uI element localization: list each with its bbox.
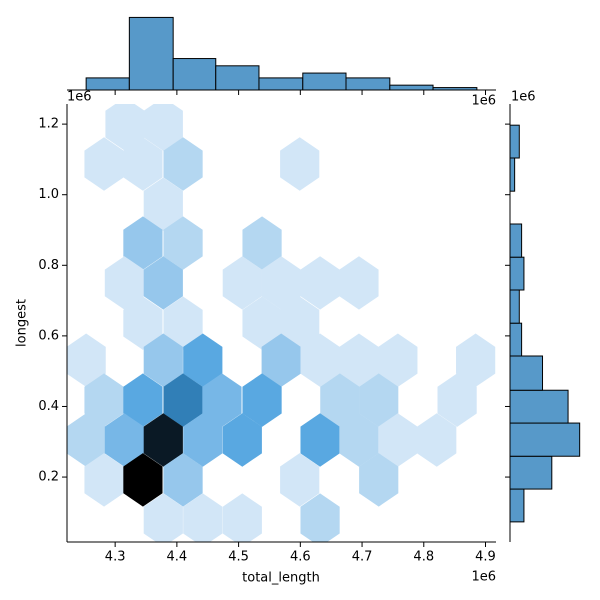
x-offset-label: 1e6 [471,570,496,585]
hex-cell [123,216,163,270]
hex-cell [417,413,457,467]
hex-cell [183,333,223,387]
hex-cell [261,333,301,387]
hex-cell [123,296,163,350]
x-tick-label: 4.5 [228,550,249,565]
hex-cell [339,256,379,310]
hex-cell [67,333,106,387]
histogram-bar [128,16,174,91]
hex-cell [104,256,145,310]
hex-cell [378,413,418,467]
x-tick-label: 4.4 [167,550,188,565]
hex-cell [300,413,340,467]
hex-cell [163,216,203,270]
hex-cell [143,177,183,231]
hex-cell [163,296,203,350]
hex-cell [163,453,203,507]
hex-cell [456,333,496,387]
histogram-bar [509,289,520,324]
histogram-bar [509,455,553,490]
right-offset-label: 1e6 [511,90,536,105]
hex-cell [320,373,360,427]
hex-cell [222,413,262,467]
y-tick-label: 0.4 [38,399,59,414]
hex-cell [105,104,145,151]
x-tick-label: 4.7 [352,550,373,565]
x-tick-label: 4.8 [413,550,434,565]
y-offset-label: 1e6 [67,90,92,105]
x-tick-label: 4.9 [475,550,496,565]
y-tick-label: 0.2 [38,470,59,485]
hex-cell [261,256,301,310]
hex-cell [437,373,477,427]
hex-cell [183,493,223,542]
hex-cell [300,493,340,542]
hex-cell [183,413,223,467]
hex-layer [67,104,496,542]
hex-cell [143,104,183,151]
histogram-bar [509,322,523,357]
histogram-bar [172,58,217,91]
hex-cell [359,373,399,427]
histogram-bar [509,355,544,391]
hex-cell [222,493,262,542]
hex-cell [143,333,183,387]
hex-cell [280,453,320,507]
hex-cell [123,137,163,191]
x-tick-label: 4.6 [290,550,311,565]
hex-cell [123,373,163,427]
hex-cell [143,413,183,467]
histogram-bar [509,389,569,424]
y-tick-label: 1.2 [38,117,59,132]
hex-cell [300,256,340,310]
hex-cell [84,137,124,191]
top-offset-label: 1e6 [471,94,496,109]
hex-cell [339,413,379,467]
hex-cell [67,413,106,467]
histogram-bar [509,223,523,258]
hex-cell [104,413,145,467]
histogram-bar [509,256,525,291]
histogram-bar [85,77,130,91]
hex-cell [123,453,163,507]
y-tick-label: 1.0 [38,187,59,202]
hex-cell [359,453,399,507]
hex-cell [280,296,320,350]
histogram-bar [509,422,581,457]
histogram-bar [345,77,391,91]
hex-cell [143,493,183,542]
hex-cell [202,373,242,427]
hex-cell [242,216,282,270]
hex-cell [163,137,203,191]
y-axis-label: longest [15,299,30,347]
histogram-bar [258,77,304,91]
hex-cell [378,333,418,387]
histogram-bar [215,65,260,91]
hex-cell [84,453,124,507]
hex-cell [242,373,282,427]
histogram-bar [509,157,516,192]
histogram-bar [302,72,347,91]
hex-cell [84,373,124,427]
histogram-bar [509,124,520,159]
hex-cell [300,333,340,387]
hex-cell [339,333,379,387]
hex-cell [222,256,262,310]
histogram-bar [389,84,434,91]
hex-cell [163,373,203,427]
hex-cell [242,296,282,350]
y-tick-label: 0.8 [38,258,59,273]
hex-cell [143,256,183,310]
y-tick-label: 0.6 [38,328,59,343]
histogram-bar [509,488,525,523]
hex-cell [280,137,320,191]
x-tick-label: 4.3 [105,550,126,565]
x-axis-label: total_length [242,571,320,586]
